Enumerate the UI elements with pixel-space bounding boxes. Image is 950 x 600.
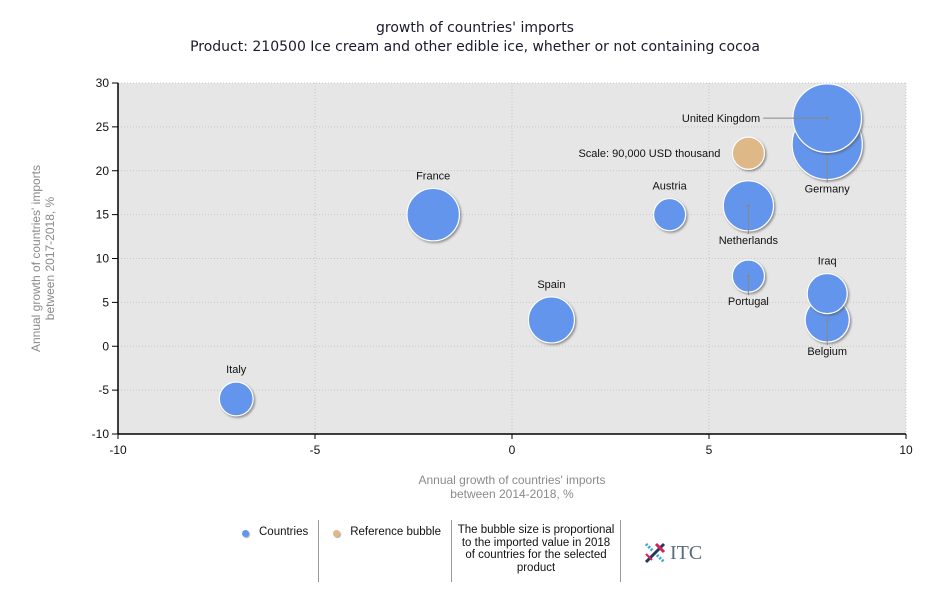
y-tick-label: 30 (96, 76, 110, 90)
y-axis-label-line1: Annual growth of countries' imports (29, 165, 43, 352)
axes: -10 -5 0 5 10 -10 -5 0 5 10 15 20 25 30 (92, 76, 913, 457)
leader-dot (825, 318, 829, 322)
itc-logo: ITC (621, 520, 702, 582)
x-axis-label-line1: Annual growth of countries' imports (418, 473, 605, 487)
bubble-label-italy: Italy (226, 364, 247, 376)
chart-title: growth of countries' imports (376, 20, 574, 36)
bubble-italy (218, 381, 254, 417)
bubble-label-germany: Germany (805, 184, 851, 196)
legend-item-countries[interactable]: Countries (228, 520, 318, 582)
bubble-label-austria: Austria (652, 181, 687, 193)
bubble-iraq (806, 272, 848, 315)
legend-item-reference[interactable]: Reference bubble (319, 520, 451, 582)
bubble-label-united-kingdom: United Kingdom (682, 113, 760, 125)
y-tick-label: 10 (96, 252, 110, 266)
leader-dot (746, 204, 750, 208)
grid-lines (118, 82, 907, 434)
legend-divider (451, 520, 453, 582)
bubble-label-belgium: Belgium (807, 346, 847, 358)
x-tick-label: -5 (310, 443, 321, 457)
bubble-label-netherlands: Netherlands (719, 235, 779, 247)
x-axis-label-line2: between 2014-2018, % (450, 487, 574, 501)
leader-dot (825, 116, 829, 120)
y-tick-label: 0 (102, 339, 109, 353)
leader-dot (746, 274, 750, 278)
reference-bubble (731, 136, 766, 170)
reference-bubble-label: Scale: 90,000 USD thousand (578, 148, 720, 160)
legend: Countries Reference bubble The bubble si… (228, 520, 702, 582)
legend-divider (318, 520, 320, 582)
bubble-label-spain: Spain (537, 279, 565, 291)
itc-logo-icon (644, 542, 666, 564)
y-tick-label: 15 (96, 208, 110, 222)
y-tick-label: -10 (92, 427, 110, 441)
legend-countries-label: Countries (259, 526, 309, 538)
x-tick-label: 5 (706, 443, 713, 457)
y-tick-label: 25 (96, 120, 110, 134)
legend-reference-label: Reference bubble (350, 526, 442, 538)
bubble-france (406, 187, 461, 242)
x-tick-label: -10 (109, 443, 127, 457)
bubble-label-france: France (416, 170, 450, 182)
y-tick-label: 5 (102, 295, 109, 309)
countries-dot-icon (242, 530, 249, 537)
itc-logo-text: ITC (670, 541, 703, 564)
y-axis-label-line2: between 2017-2018, % (43, 196, 57, 320)
chart-subtitle: Product: 210500 Ice cream and other edib… (190, 39, 760, 55)
bubbles: Scale: 90,000 USD thousand Germany United … (218, 83, 863, 417)
legend-divider (620, 520, 622, 582)
bubble-label-portugal: Portugal (728, 296, 769, 308)
reference-dot-icon (333, 530, 341, 537)
legend-note: The bubble size is proportional to the i… (457, 524, 615, 574)
bubble-spain (527, 296, 576, 344)
bubble-label-iraq: Iraq (818, 256, 837, 268)
x-tick-label: 10 (899, 443, 913, 457)
bubble-austria (652, 197, 687, 232)
y-tick-label: -5 (98, 383, 109, 397)
y-tick-label: 20 (96, 164, 110, 178)
x-tick-label: 0 (509, 443, 516, 457)
